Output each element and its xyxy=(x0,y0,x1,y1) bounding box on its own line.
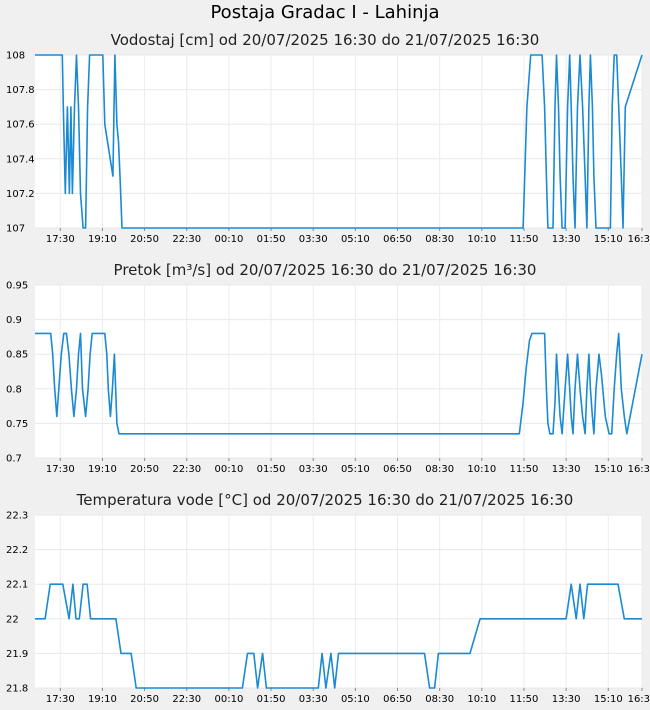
y-tick-label: 0.7 xyxy=(6,454,22,465)
x-tick-label: 15:10 xyxy=(594,234,623,245)
x-tick-label: 11:50 xyxy=(510,234,539,245)
x-tick-label: 15:10 xyxy=(594,694,623,705)
x-tick-label: 17:30 xyxy=(46,234,75,245)
x-tick-label: 06:50 xyxy=(383,694,412,705)
x-tick-label: 05:10 xyxy=(341,464,370,475)
chart-title-temperatura: Temperatura vode [°C] od 20/07/2025 16:3… xyxy=(76,491,574,509)
x-tick-label: 00:10 xyxy=(214,234,243,245)
x-tick-label: 15:10 xyxy=(594,464,623,475)
plot-area xyxy=(35,285,642,458)
y-tick-label: 107.4 xyxy=(6,154,35,165)
y-tick-label: 0.95 xyxy=(6,281,28,292)
y-tick-label: 0.8 xyxy=(6,384,22,395)
x-tick-label: 00:10 xyxy=(214,694,243,705)
chart-pretok: 0.7 0.75 0.8 0.85 0.9 0.95 17:30 19:10 20:50 22:3… xyxy=(6,281,650,476)
x-tick-label: 11:50 xyxy=(510,694,539,705)
plot-area xyxy=(35,55,642,228)
chart-title-pretok: Pretok [m³/s] od 20/07/2025 16:30 do 21/… xyxy=(113,261,537,279)
chart-temperatura: 21.8 21.9 22 22.1 22.2 22.3 17:30 19:10 20:50 22:… xyxy=(6,511,650,706)
x-tick-label: 13:30 xyxy=(552,464,581,475)
x-tick-label: 08:30 xyxy=(425,464,454,475)
x-tick-label: 19:10 xyxy=(88,234,117,245)
x-tick-label: 10:10 xyxy=(467,234,496,245)
y-tick-label: 22.1 xyxy=(6,580,28,591)
x-tick-label: 22:30 xyxy=(172,694,201,705)
y-tick-label: 107.8 xyxy=(6,85,35,96)
y-tick-label: 107.2 xyxy=(6,189,35,200)
x-tick-label: 01:50 xyxy=(257,464,286,475)
x-tick-label: 16:30 xyxy=(628,694,650,705)
chart-title-vodostaj: Vodostaj [cm] od 20/07/2025 16:30 do 21/… xyxy=(110,31,540,49)
x-tick-label: 03:30 xyxy=(299,234,328,245)
x-tick-label: 06:50 xyxy=(383,234,412,245)
y-tick-label: 22.2 xyxy=(6,545,28,556)
x-tick-label: 03:30 xyxy=(299,464,328,475)
x-tick-label: 10:10 xyxy=(467,694,496,705)
x-tick-label: 13:30 xyxy=(552,234,581,245)
x-tick-label: 13:30 xyxy=(552,694,581,705)
x-tick-label: 22:30 xyxy=(172,464,201,475)
y-tick-label: 22.3 xyxy=(6,511,28,522)
series-line xyxy=(35,332,643,435)
x-tick-label: 20:50 xyxy=(130,234,159,245)
x-tick-label: 11:50 xyxy=(510,464,539,475)
chart-vodostaj: 107 107.2 107.4 107.6 107.8 108 17:30 19:10 20:5… xyxy=(6,51,650,246)
x-tick-label: 01:50 xyxy=(257,694,286,705)
x-tick-label: 16:30 xyxy=(628,464,650,475)
x-tick-label: 19:10 xyxy=(88,694,117,705)
x-tick-label: 03:30 xyxy=(299,694,328,705)
y-tick-label: 0.85 xyxy=(6,350,28,361)
x-tick-label: 10:10 xyxy=(467,464,496,475)
y-tick-label: 107.6 xyxy=(6,120,35,131)
x-tick-label: 05:10 xyxy=(341,234,370,245)
x-tick-label: 19:10 xyxy=(88,464,117,475)
y-tick-label: 21.9 xyxy=(6,649,28,660)
x-tick-label: 17:30 xyxy=(46,694,75,705)
x-tick-label: 20:50 xyxy=(130,464,159,475)
y-tick-label: 21.8 xyxy=(6,684,28,695)
x-tick-label: 17:30 xyxy=(46,464,75,475)
y-tick-label: 22 xyxy=(6,614,19,625)
x-tick-label: 00:10 xyxy=(214,464,243,475)
x-tick-label: 20:50 xyxy=(130,694,159,705)
x-tick-label: 06:50 xyxy=(383,464,412,475)
y-tick-label: 108 xyxy=(6,51,25,62)
y-tick-label: 0.9 xyxy=(6,315,22,326)
x-tick-label: 16:30 xyxy=(628,234,650,245)
series-line xyxy=(35,583,642,689)
x-tick-label: 05:10 xyxy=(341,694,370,705)
y-tick-label: 0.75 xyxy=(6,419,28,430)
y-tick-label: 107 xyxy=(6,224,25,235)
x-tick-label: 22:30 xyxy=(172,234,201,245)
plot-area xyxy=(35,515,642,688)
series-line xyxy=(35,54,643,229)
x-tick-label: 08:30 xyxy=(425,234,454,245)
x-tick-label: 08:30 xyxy=(425,694,454,705)
page-title: Postaja Gradac I - Lahinja xyxy=(210,2,440,23)
x-tick-label: 01:50 xyxy=(257,234,286,245)
